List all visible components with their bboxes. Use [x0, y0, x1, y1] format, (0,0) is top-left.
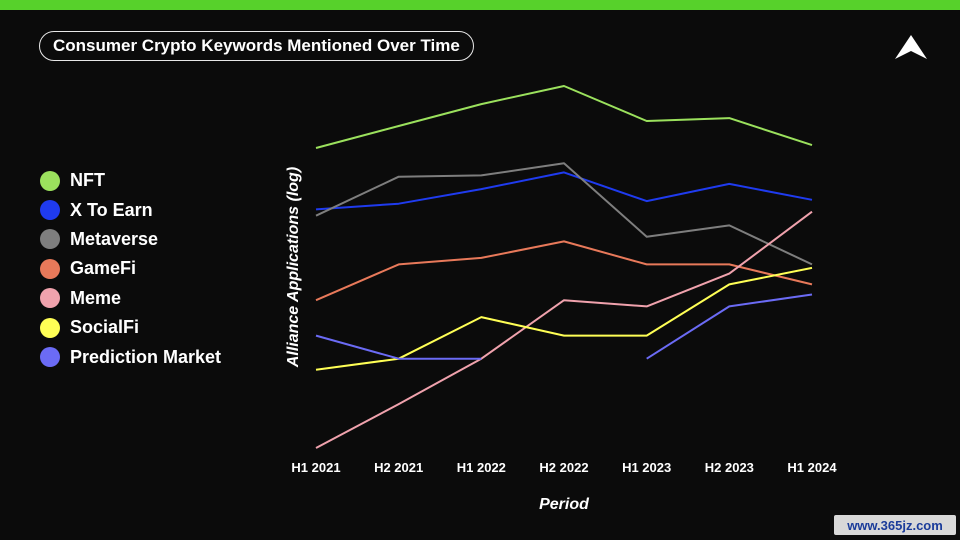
legend-swatch — [40, 347, 60, 368]
series-line-prediction-market — [315, 334, 482, 360]
legend-label: Metaverse — [70, 228, 159, 249]
legend-item-prediction-market: Prediction Market — [40, 342, 221, 371]
legend-item-metaverse: Metaverse — [40, 225, 221, 254]
legend-label: Meme — [70, 287, 122, 308]
legend-swatch — [40, 229, 60, 250]
x-tick-label: H1 2021 — [291, 460, 340, 475]
legend-swatch — [40, 170, 60, 191]
x-tick-label: H1 2022 — [457, 460, 506, 475]
x-tick-labels: H1 2021 H2 2021 H1 2022 H2 2022 H1 2023 H2 20… — [291, 460, 837, 475]
series-line-gamefi — [315, 240, 813, 302]
chart-legend: NFT X To Earn Metaverse GameFi Meme SocialFi P… — [40, 166, 221, 372]
x-tick-label: H1 2023 — [622, 460, 671, 475]
x-tick-label: H1 2024 — [787, 460, 837, 475]
legend-label: SocialFi — [70, 317, 140, 338]
series-line-meme — [315, 210, 813, 449]
legend-swatch — [40, 317, 60, 338]
legend-item-socialfi: SocialFi — [40, 313, 221, 342]
x-axis-label: Period — [539, 496, 590, 513]
y-axis-label: Alliance Applications (log) — [285, 167, 302, 368]
series-line-socialfi — [315, 266, 813, 371]
legend-item-x-to-earn: X To Earn — [40, 195, 221, 224]
triangle-logo-icon — [895, 35, 927, 59]
watermark: www.365jz.com — [834, 515, 956, 535]
series-line-nft — [315, 85, 813, 149]
x-tick-label: H2 2023 — [705, 460, 754, 475]
legend-swatch — [40, 200, 60, 221]
series-line-metaverse — [315, 162, 813, 266]
x-tick-label: H2 2022 — [539, 460, 588, 475]
series-line-prediction-market — [646, 293, 813, 360]
legend-item-nft: NFT — [40, 166, 221, 195]
legend-label: GameFi — [70, 258, 137, 279]
legend-label: X To Earn — [70, 199, 153, 220]
x-tick-label: H2 2021 — [374, 460, 423, 475]
legend-label: NFT — [70, 170, 105, 191]
chart-title: Consumer Crypto Keywords Mentioned Over … — [39, 31, 474, 61]
legend-swatch — [40, 288, 60, 309]
legend-swatch — [40, 258, 60, 279]
series-line-x-to-earn — [315, 171, 813, 211]
series-layer — [315, 85, 813, 449]
legend-label: Prediction Market — [70, 346, 222, 367]
legend-item-meme: Meme — [40, 284, 221, 313]
top-accent-bar — [0, 0, 960, 10]
legend-item-gamefi: GameFi — [40, 254, 221, 283]
